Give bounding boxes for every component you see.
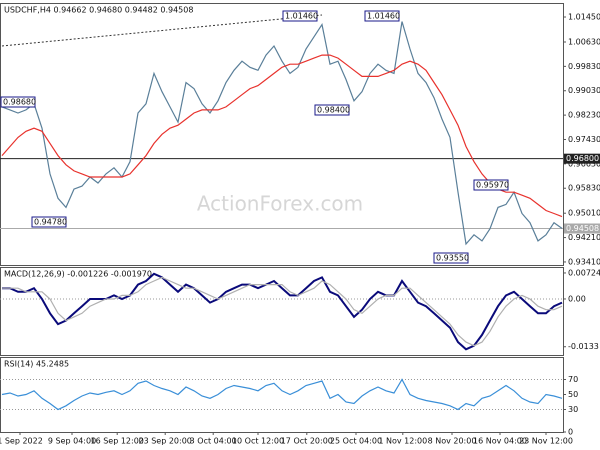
x-tick-label: 8 Nov 20:00 <box>428 437 477 446</box>
y-tick-label: 0.95010 <box>568 209 600 218</box>
y-tick-label: 0.93410 <box>568 257 600 266</box>
annotation-box <box>433 252 469 264</box>
annotation-box <box>314 104 350 116</box>
series-line <box>1 378 563 411</box>
x-tick-label: 16 Nov 04:00 <box>473 437 527 446</box>
annotation: 0.98400 <box>317 106 350 115</box>
x-tick-label: 17 Oct 20:00 <box>281 437 333 446</box>
series-line <box>2 276 563 347</box>
y-tick-label: 0.99030 <box>568 86 600 95</box>
panel-frame <box>0 267 564 356</box>
annotation: 1.01460 <box>285 12 318 21</box>
x-tick-label: 23 Sep 20:00 <box>138 437 191 446</box>
annotation-box <box>364 10 400 22</box>
y-tick-label: 50 <box>568 390 578 399</box>
x-tick-label: 10 Oct 12:00 <box>232 437 284 446</box>
series-line <box>1 54 563 218</box>
x-tick-label: 25 Oct 04:00 <box>330 437 382 446</box>
watermark: ActionForex.com <box>197 192 363 216</box>
y-tick-label: -0.0133 <box>568 342 599 351</box>
level-label: 0.96800 <box>566 154 599 163</box>
annotation-box <box>0 96 36 108</box>
x-tick-label: 3 Oct 04:00 <box>190 437 237 446</box>
y-tick-label: 0.95830 <box>568 184 600 193</box>
x-tick-label: 1 Nov 12:00 <box>378 437 427 446</box>
y-tick-label: 0.00724 <box>568 268 600 277</box>
x-tick-label: 9 Sep 04:00 <box>48 437 96 446</box>
y-tick-label: 0.96630 <box>568 159 600 168</box>
y-tick-label: 0.00 <box>568 294 586 303</box>
annotation: 0.98680 <box>3 98 36 107</box>
y-tick-label: 0.98230 <box>568 111 600 120</box>
series-line <box>1 21 563 246</box>
y-tick-label: 0.94210 <box>568 233 600 242</box>
x-tick-label: 16 Sep 12:00 <box>90 437 143 446</box>
trend-line <box>1 14 323 47</box>
panel-title: USDCHF,H4 0.94662 0.94680 0.94482 0.9450… <box>4 6 193 15</box>
y-tick-label: 0.99830 <box>568 62 600 71</box>
annotation: 1.01460 <box>367 12 400 21</box>
panel-frame <box>0 3 564 266</box>
annotation-box <box>282 10 318 22</box>
level-tag <box>564 223 600 234</box>
annotation-box <box>473 179 509 191</box>
annotation: 0.95970 <box>476 181 509 190</box>
y-tick-label: 0 <box>568 428 573 437</box>
level-tag <box>564 153 600 164</box>
annotation: 0.93550 <box>436 254 469 263</box>
annotation-box <box>31 216 67 228</box>
x-tick-label: 1 Sep 2022 <box>0 437 43 446</box>
y-tick-label: 0.97430 <box>568 135 600 144</box>
y-tick-label: 30 <box>568 405 578 414</box>
y-tick-label: 1.00630 <box>568 37 600 46</box>
y-tick-label: 1.01450 <box>568 13 600 22</box>
panel-title: RSI(14) 45.2485 <box>4 360 69 369</box>
level-label: 0.94508 <box>566 224 599 233</box>
annotation: 0.94780 <box>34 218 67 227</box>
panel-title: MACD(12,26,9) -0.001226 -0.001970 <box>4 270 152 279</box>
x-tick-label: 23 Nov 12:00 <box>519 437 573 446</box>
y-tick-label: 70 <box>568 375 578 384</box>
series-line <box>2 272 563 351</box>
